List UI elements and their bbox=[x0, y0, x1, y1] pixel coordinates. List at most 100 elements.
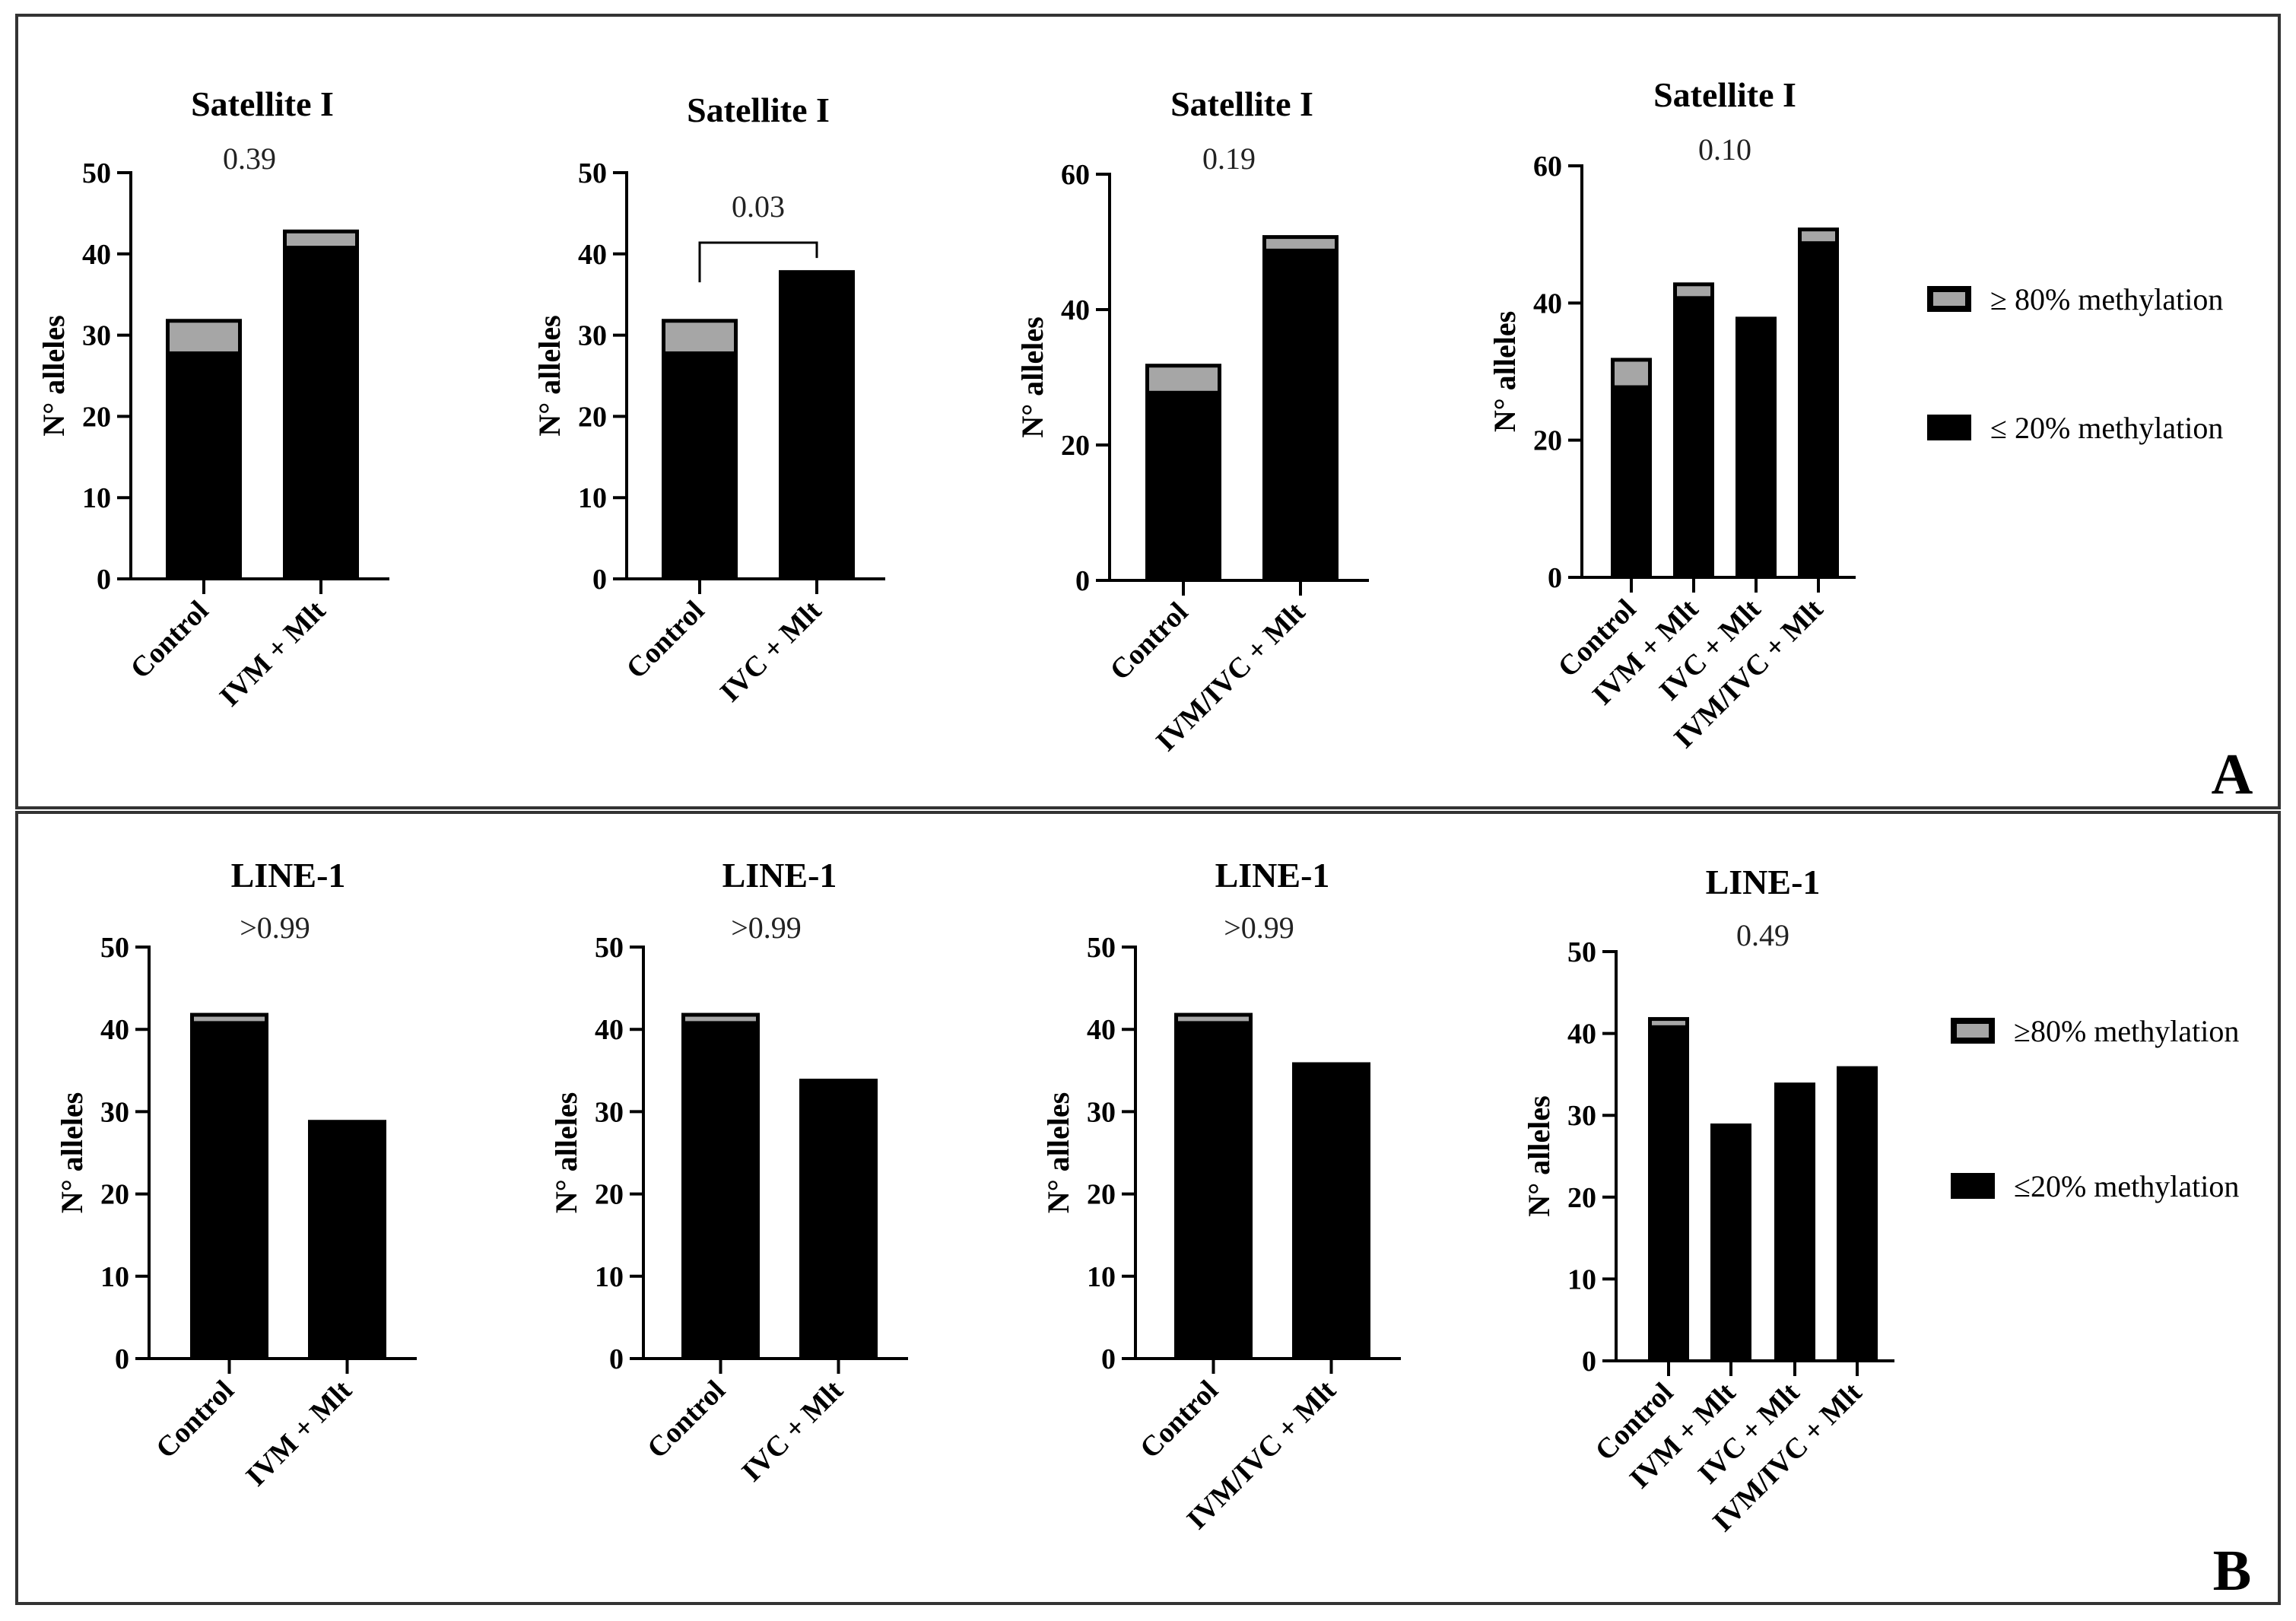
y-tick-label: 0 bbox=[1548, 562, 1562, 594]
bar-low-methylation bbox=[283, 229, 359, 579]
bar-low-methylation bbox=[1292, 1062, 1370, 1359]
y-tick-label: 30 bbox=[82, 320, 111, 352]
y-tick-label: 20 bbox=[1533, 425, 1562, 457]
chart-title: Satellite I bbox=[1170, 84, 1313, 123]
x-category-label: Control bbox=[150, 1375, 240, 1465]
x-category-label: Control bbox=[125, 595, 215, 685]
y-tick-label: 30 bbox=[595, 1096, 624, 1128]
bar-low-methylation bbox=[799, 1079, 878, 1359]
bar-low-methylation bbox=[1837, 1066, 1878, 1361]
bar-high-methylation bbox=[1677, 286, 1710, 297]
chart-title: LINE-1 bbox=[231, 856, 346, 895]
y-axis-label: N° alleles bbox=[1015, 316, 1050, 437]
y-tick-label: 0 bbox=[1075, 565, 1090, 597]
bar-low-methylation bbox=[190, 1012, 268, 1359]
chart-6: LINE-1 >0.99 0 10 20 30 40 50 N° alleles Control I… bbox=[549, 856, 908, 1488]
chart-title: LINE-1 bbox=[1215, 856, 1330, 895]
y-tick-label: 0 bbox=[115, 1343, 129, 1375]
chart-5: LINE-1 >0.99 0 10 20 30 40 50 N° alleles Control I… bbox=[55, 856, 417, 1492]
y-tick-label: 40 bbox=[82, 239, 111, 271]
y-tick-label: 30 bbox=[1567, 1100, 1596, 1132]
bar-high-methylation bbox=[1652, 1021, 1685, 1025]
legend-swatch-fill bbox=[1933, 292, 1965, 306]
bar-low-methylation bbox=[662, 319, 738, 579]
bar-high-methylation bbox=[287, 233, 355, 246]
y-tick-label: 20 bbox=[578, 401, 607, 433]
y-tick-label: 30 bbox=[100, 1096, 129, 1128]
y-tick-label: 40 bbox=[578, 239, 607, 271]
legend-label: ≤ 20% methylation bbox=[1990, 411, 2223, 445]
panel-frame-b bbox=[15, 811, 2281, 1605]
y-tick-label: 50 bbox=[595, 932, 624, 964]
y-axis-label: N° alleles bbox=[1041, 1092, 1075, 1213]
p-value: >0.99 bbox=[731, 911, 802, 945]
bar-low-methylation bbox=[308, 1120, 386, 1359]
bar-high-methylation bbox=[1178, 1016, 1249, 1022]
bar-low-methylation bbox=[166, 319, 242, 579]
legend-label: ≥80% methylation bbox=[2014, 1014, 2239, 1048]
y-tick-label: 10 bbox=[1567, 1263, 1596, 1295]
bar-low-methylation bbox=[681, 1012, 760, 1359]
bar-low-methylation bbox=[1648, 1017, 1689, 1361]
bar-high-methylation bbox=[685, 1016, 756, 1022]
y-tick-label: 50 bbox=[1087, 932, 1116, 964]
y-axis-label: N° alleles bbox=[37, 315, 71, 436]
bar-low-methylation bbox=[1710, 1123, 1751, 1361]
p-value: 0.10 bbox=[1698, 132, 1751, 167]
y-tick-label: 20 bbox=[1061, 430, 1090, 462]
y-tick-label: 10 bbox=[595, 1261, 624, 1293]
y-tick-label: 40 bbox=[595, 1014, 624, 1046]
chart-title: Satellite I bbox=[191, 84, 334, 123]
legend-swatch-fill bbox=[1957, 1024, 1989, 1038]
bar-low-methylation bbox=[1145, 364, 1221, 580]
panel-frame-a bbox=[15, 14, 2281, 809]
y-tick-label: 0 bbox=[609, 1343, 624, 1375]
x-category-label: Control bbox=[1104, 596, 1195, 687]
y-tick-label: 30 bbox=[1087, 1096, 1116, 1128]
p-value: 0.39 bbox=[223, 141, 276, 176]
bar-high-methylation bbox=[194, 1016, 265, 1022]
y-tick-label: 20 bbox=[1567, 1182, 1596, 1214]
legend-swatch bbox=[1927, 415, 1971, 440]
x-category-label: IVC + Mlt bbox=[735, 1374, 849, 1488]
legend-label: ≤20% methylation bbox=[2014, 1169, 2239, 1203]
panel-frames: AB bbox=[15, 14, 2281, 1605]
y-tick-label: 20 bbox=[595, 1179, 624, 1211]
y-tick-label: 0 bbox=[1582, 1346, 1596, 1378]
bar-high-methylation bbox=[665, 323, 734, 351]
p-value: >0.99 bbox=[240, 911, 310, 945]
x-category-label: IVM + Mlt bbox=[240, 1374, 358, 1492]
bar-low-methylation bbox=[1673, 282, 1714, 577]
y-tick-label: 20 bbox=[1087, 1179, 1116, 1211]
y-tick-label: 60 bbox=[1061, 159, 1090, 191]
p-value: 0.19 bbox=[1202, 141, 1256, 176]
y-tick-label: 0 bbox=[592, 564, 607, 596]
significance-bracket bbox=[698, 241, 818, 283]
x-category-label: IVM + Mlt bbox=[214, 594, 332, 713]
y-tick-label: 0 bbox=[97, 564, 111, 596]
y-axis-label: N° alleles bbox=[532, 315, 567, 436]
legend-label: ≥ 80% methylation bbox=[1990, 282, 2223, 316]
x-category-label: Control bbox=[641, 1375, 732, 1465]
p-value: 0.49 bbox=[1736, 918, 1789, 952]
y-tick-label: 40 bbox=[1567, 1019, 1596, 1050]
chart-title: Satellite I bbox=[687, 91, 830, 129]
chart-title: LINE-1 bbox=[722, 856, 837, 895]
y-tick-label: 50 bbox=[82, 157, 111, 189]
legend-swatch bbox=[1951, 1173, 1995, 1199]
y-axis-label: N° alleles bbox=[1522, 1095, 1556, 1216]
panel-letter-a: A bbox=[2212, 742, 2253, 806]
bar-low-methylation bbox=[1735, 316, 1777, 577]
y-tick-label: 10 bbox=[100, 1261, 129, 1293]
chart-2: Satellite I 0.03 0 10 20 30 40 50 N° alleles Cont… bbox=[532, 91, 885, 708]
x-category-label: IVC + Mlt bbox=[714, 594, 828, 708]
y-tick-label: 0 bbox=[1101, 1343, 1116, 1375]
bar-low-methylation bbox=[1774, 1082, 1815, 1361]
y-tick-label: 20 bbox=[82, 401, 111, 433]
x-category-label: Control bbox=[1134, 1375, 1224, 1465]
y-tick-label: 10 bbox=[1087, 1261, 1116, 1293]
bar-low-methylation bbox=[1174, 1012, 1253, 1359]
